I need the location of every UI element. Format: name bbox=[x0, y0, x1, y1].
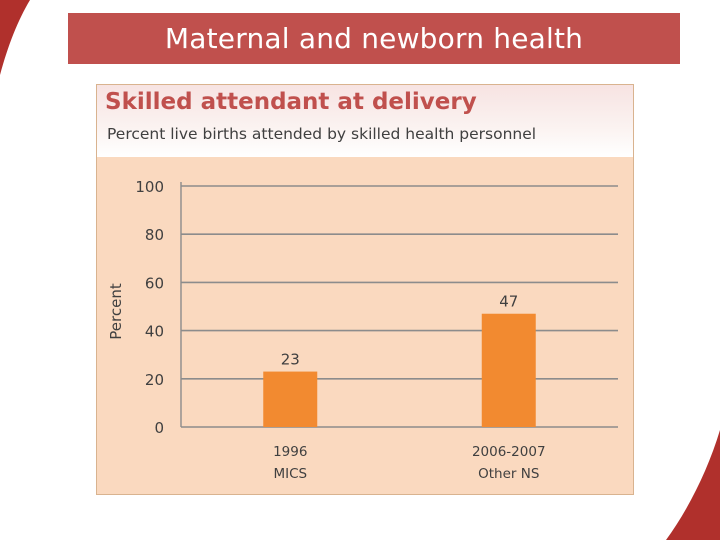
chart-subtitle: Percent live births attended by skilled … bbox=[107, 125, 537, 143]
y-tick-label: 80 bbox=[145, 226, 164, 244]
y-tick-label: 0 bbox=[154, 419, 164, 437]
slide-title: Maternal and newborn health bbox=[68, 13, 680, 64]
data-label: 23 bbox=[281, 351, 300, 369]
chart-title: Skilled attendant at delivery bbox=[105, 89, 477, 115]
bar-chart: 0 20 40 60 80 100 Percent 23 1996 MICS 47 2006-2007… bbox=[107, 178, 618, 482]
y-tick-label: 20 bbox=[145, 371, 164, 389]
chart-header: Skilled attendant at delivery Percent li… bbox=[97, 85, 633, 157]
chart-panel: Skilled attendant at delivery Percent li… bbox=[96, 84, 634, 495]
bar bbox=[263, 371, 318, 427]
data-label: 47 bbox=[499, 293, 518, 311]
y-axis-label: Percent bbox=[107, 283, 125, 340]
x-tick-label: 2006-2007 bbox=[472, 444, 546, 460]
x-tick-label: MICS bbox=[273, 466, 307, 482]
y-tick-label: 60 bbox=[145, 274, 164, 292]
y-tick-label: 100 bbox=[135, 178, 164, 196]
decorative-corner-top-left bbox=[0, 0, 30, 75]
decorative-corner-bottom-right bbox=[666, 430, 720, 540]
x-tick-label: 1996 bbox=[273, 444, 307, 460]
y-tick-label: 40 bbox=[145, 323, 164, 341]
bar bbox=[481, 313, 536, 427]
x-tick-label: Other NS bbox=[478, 466, 539, 482]
